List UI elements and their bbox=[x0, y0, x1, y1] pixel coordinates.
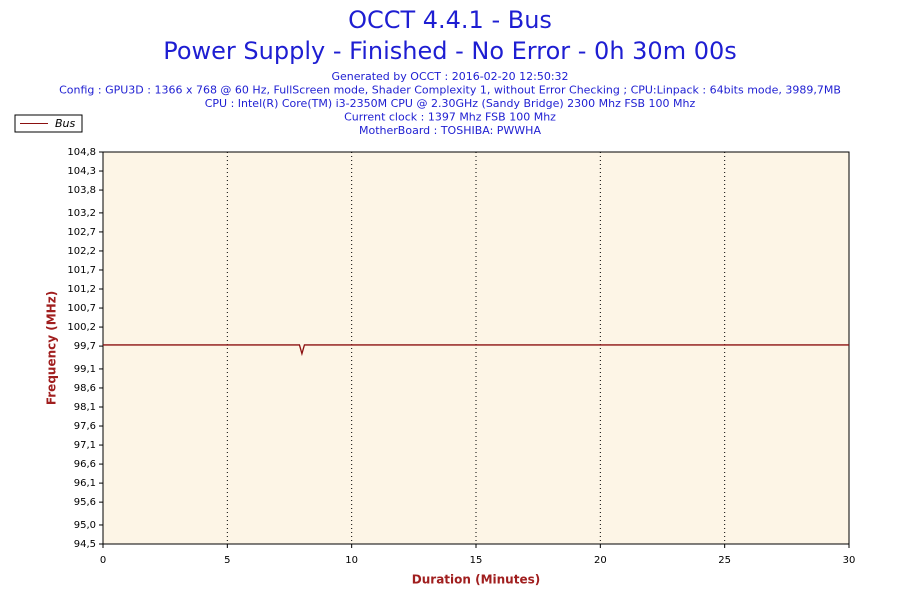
y-axis-label: Frequency (MHz) bbox=[45, 291, 59, 405]
y-tick-label: 97,6 bbox=[74, 421, 96, 432]
y-tick-label: 96,1 bbox=[74, 478, 96, 489]
x-tick-label: 10 bbox=[345, 555, 358, 566]
data-line bbox=[103, 344, 849, 357]
x-tick-label: 0 bbox=[100, 555, 106, 566]
legend-box bbox=[14, 114, 83, 133]
plot-frame bbox=[102, 151, 850, 545]
y-tick-label: 104,8 bbox=[67, 147, 96, 158]
y-tick-label: 100,7 bbox=[67, 303, 96, 314]
y-tick-label: 99,7 bbox=[74, 341, 96, 352]
y-tick-label: 95,0 bbox=[74, 520, 96, 531]
y-tick-label: 98,6 bbox=[74, 383, 96, 394]
info-line: Config : GPU3D : 1366 x 768 @ 60 Hz, Ful… bbox=[59, 84, 841, 97]
x-axis-label: Duration (Minutes) bbox=[412, 573, 540, 587]
legend-label: Bus bbox=[55, 117, 76, 130]
y-tick-label: 94,5 bbox=[74, 539, 96, 550]
info-line: MotherBoard : TOSHIBA: PWWHA bbox=[359, 124, 541, 137]
info-line: Current clock : 1397 Mhz FSB 100 Mhz bbox=[344, 111, 556, 124]
chart-subtitle: Power Supply - Finished - No Error - 0h … bbox=[163, 37, 737, 65]
x-tick-label: 30 bbox=[843, 555, 856, 566]
y-tick-label: 100,2 bbox=[67, 322, 96, 333]
y-tick-label: 99,1 bbox=[74, 364, 96, 375]
y-tick-label: 104,3 bbox=[67, 166, 96, 177]
y-tick-label: 103,2 bbox=[67, 208, 96, 219]
y-tick-label: 101,2 bbox=[67, 284, 96, 295]
y-tick-label: 101,7 bbox=[67, 265, 96, 276]
y-tick-label: 96,6 bbox=[74, 459, 96, 470]
y-tick-label: 103,8 bbox=[67, 185, 96, 196]
x-tick-label: 20 bbox=[594, 555, 607, 566]
x-tick-label: 15 bbox=[470, 555, 483, 566]
y-tick-label: 95,6 bbox=[74, 497, 96, 508]
chart-title: OCCT 4.4.1 - Bus bbox=[348, 6, 552, 34]
y-tick-label: 98,1 bbox=[74, 402, 96, 413]
y-tick-label: 97,1 bbox=[74, 440, 96, 451]
y-tick-label: 102,7 bbox=[67, 227, 96, 238]
x-tick-label: 25 bbox=[718, 555, 731, 566]
x-tick-label: 5 bbox=[224, 555, 230, 566]
y-tick-label: 102,2 bbox=[67, 246, 96, 257]
info-line: CPU : Intel(R) Core(TM) i3-2350M CPU @ 2… bbox=[205, 97, 696, 110]
info-line: Generated by OCCT : 2016-02-20 12:50:32 bbox=[331, 70, 568, 83]
